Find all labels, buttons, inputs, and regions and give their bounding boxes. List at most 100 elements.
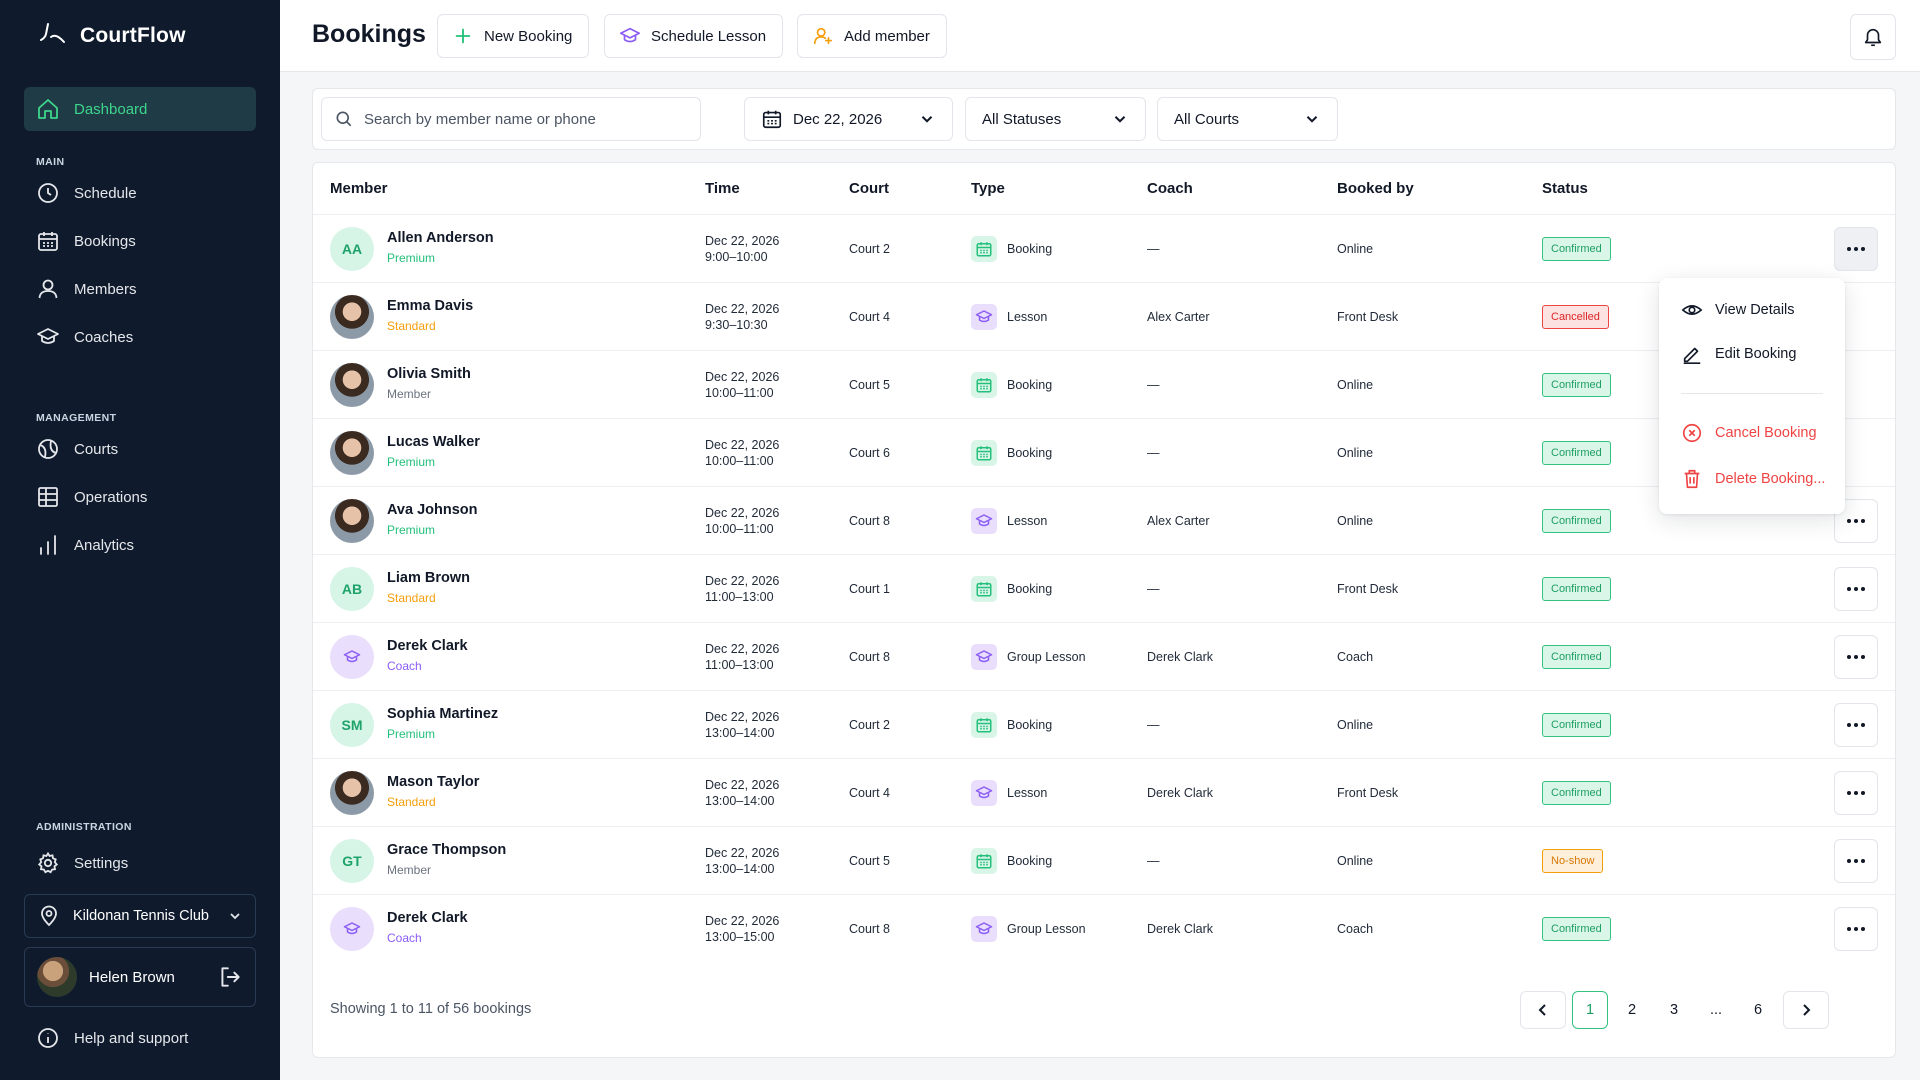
page-button-current[interactable]: 1: [1572, 991, 1608, 1029]
column-header-booked-by[interactable]: Booked by: [1337, 180, 1414, 197]
table-row[interactable]: AA Allen Anderson Premium Dec 22, 2026 9:00–…: [313, 214, 1895, 282]
date-select[interactable]: Dec 22, 2026: [744, 97, 953, 141]
next-page-button[interactable]: [1783, 991, 1829, 1029]
page-button[interactable]: 6: [1753, 1002, 1763, 1018]
page-button[interactable]: 3: [1669, 1002, 1679, 1018]
view-details-menu-item[interactable]: View Details: [1681, 299, 1795, 321]
sidebar-item-coaches[interactable]: Coaches: [24, 315, 256, 359]
coach-name: —: [1147, 718, 1160, 732]
booking-type: Lesson: [1007, 786, 1048, 800]
booking-date: Dec 22, 2026: [705, 710, 780, 724]
column-header-court[interactable]: Court: [849, 180, 889, 197]
booking-date: Dec 22, 2026: [705, 234, 780, 248]
avatar: SM: [330, 703, 374, 747]
row-actions-button[interactable]: [1834, 771, 1878, 815]
column-header-type[interactable]: Type: [971, 180, 1005, 197]
booking-type: Group Lesson: [1007, 650, 1086, 664]
search-box[interactable]: [321, 97, 701, 141]
row-actions-button[interactable]: [1834, 635, 1878, 679]
status-select[interactable]: All Statuses: [965, 97, 1146, 141]
table-row[interactable]: Lucas Walker Premium Dec 22, 2026 10:00–11:…: [313, 418, 1895, 486]
sidebar-item-label: Analytics: [74, 536, 135, 554]
graduation-cap-icon: [975, 922, 993, 935]
column-header-time[interactable]: Time: [705, 180, 740, 197]
sidebar-item-label: Bookings: [74, 232, 136, 250]
graduation-cap-icon: [975, 310, 993, 323]
chevron-down-icon: [230, 913, 240, 920]
member-tier: Premium: [387, 455, 436, 469]
booking-type-icon: [971, 780, 997, 806]
delete-booking-menu-item[interactable]: Delete Booking...: [1681, 468, 1825, 490]
sidebar-item-operations[interactable]: Operations: [24, 475, 256, 519]
column-header-status[interactable]: Status: [1542, 180, 1588, 197]
member-name[interactable]: Mason Taylor: [387, 774, 480, 790]
booking-type-icon: [971, 644, 997, 670]
sidebar-item-courts[interactable]: Courts: [24, 427, 256, 471]
avatar: GT: [330, 839, 374, 883]
page-button[interactable]: 2: [1627, 1002, 1637, 1018]
edit-booking-menu-item[interactable]: Edit Booking: [1681, 343, 1796, 365]
table-row[interactable]: Derek Clark Coach Dec 22, 2026 13:00–15:00 C…: [313, 894, 1895, 962]
court-name: Court 1: [849, 582, 890, 596]
booking-time: 10:00–11:00: [705, 386, 774, 400]
status-badge: Confirmed: [1542, 713, 1611, 737]
search-input[interactable]: [364, 110, 684, 128]
court-select[interactable]: All Courts: [1157, 97, 1338, 141]
table-row[interactable]: Mason Taylor Standard Dec 22, 2026 13:00–14…: [313, 758, 1895, 826]
booked-by: Front Desk: [1337, 582, 1399, 596]
booking-type: Booking: [1007, 854, 1053, 868]
booking-type-icon: [971, 576, 997, 602]
new-booking-button[interactable]: New Booking: [437, 14, 590, 58]
table-row[interactable]: GT Grace Thompson Member Dec 22, 2026 13:00–…: [313, 826, 1895, 894]
sidebar-item-schedule[interactable]: Schedule: [24, 171, 256, 215]
sidebar-item-members[interactable]: Members: [24, 267, 256, 311]
add-member-button[interactable]: Add member: [797, 14, 947, 58]
member-name[interactable]: Derek Clark: [387, 910, 468, 926]
member-name[interactable]: Derek Clark: [387, 638, 468, 654]
column-header-coach[interactable]: Coach: [1147, 180, 1193, 197]
plus-icon: [455, 28, 471, 44]
cancel-booking-menu-item[interactable]: Cancel Booking: [1681, 422, 1817, 444]
column-header-member[interactable]: Member: [330, 180, 388, 197]
schedule-lesson-button[interactable]: Schedule Lesson: [604, 14, 784, 58]
app-name: CourtFlow: [80, 24, 186, 47]
member-name[interactable]: Grace Thompson: [387, 842, 507, 858]
row-actions-button[interactable]: [1834, 567, 1878, 611]
member-name[interactable]: Olivia Smith: [387, 366, 471, 382]
table-row[interactable]: Olivia Smith Member Dec 22, 2026 10:00–11:0…: [313, 350, 1895, 418]
table-row[interactable]: SM Sophia Martinez Premium Dec 22, 2026 13:0…: [313, 690, 1895, 758]
member-name[interactable]: Sophia Martinez: [387, 706, 499, 722]
club-select[interactable]: Kildonan Tennis Club: [24, 894, 256, 938]
sidebar-item-bookings[interactable]: Bookings: [24, 219, 256, 263]
row-actions-button[interactable]: [1834, 839, 1878, 883]
table-row[interactable]: Ava Johnson Premium Dec 22, 2026 10:00–11:0…: [313, 486, 1895, 554]
prev-page-button[interactable]: [1520, 991, 1566, 1029]
member-name[interactable]: Allen Anderson: [387, 230, 494, 246]
row-actions-button[interactable]: [1834, 703, 1878, 747]
table-row[interactable]: AB Liam Brown Standard Dec 22, 2026 11:00–13…: [313, 554, 1895, 622]
user-card[interactable]: Helen Brown: [24, 947, 256, 1007]
booking-time: 9:00–10:00: [705, 250, 768, 264]
sidebar-item-analytics[interactable]: Analytics: [24, 523, 256, 567]
member-name[interactable]: Emma Davis: [387, 298, 474, 314]
member-name[interactable]: Ava Johnson: [387, 502, 478, 518]
notifications-button[interactable]: [1850, 14, 1896, 60]
row-actions-button[interactable]: [1834, 907, 1878, 951]
row-actions-button[interactable]: [1834, 227, 1878, 271]
sidebar-item-help[interactable]: Help and support: [24, 1016, 256, 1060]
logout-icon[interactable]: [217, 964, 243, 990]
calendar-icon: [976, 582, 992, 597]
brand[interactable]: CourtFlow: [36, 18, 186, 54]
booked-by: Online: [1337, 718, 1374, 732]
sidebar-item-settings[interactable]: Settings: [24, 841, 256, 885]
sidebar-item-dashboard[interactable]: Dashboard: [24, 87, 256, 131]
member-name[interactable]: Liam Brown: [387, 570, 470, 586]
member-tier: Coach: [387, 931, 422, 945]
table-row[interactable]: Derek Clark Coach Dec 22, 2026 11:00–13:00 C…: [313, 622, 1895, 690]
status-badge: Confirmed: [1542, 781, 1611, 805]
table-row[interactable]: Emma Davis Standard Dec 22, 2026 9:30–10:30…: [313, 282, 1895, 350]
topbar: Bookings New Booking Schedule Lesson Add…: [280, 0, 1920, 72]
chevron-left-icon: [1538, 1004, 1546, 1016]
cancel-circle-icon: [1682, 423, 1702, 443]
member-name[interactable]: Lucas Walker: [387, 434, 480, 450]
